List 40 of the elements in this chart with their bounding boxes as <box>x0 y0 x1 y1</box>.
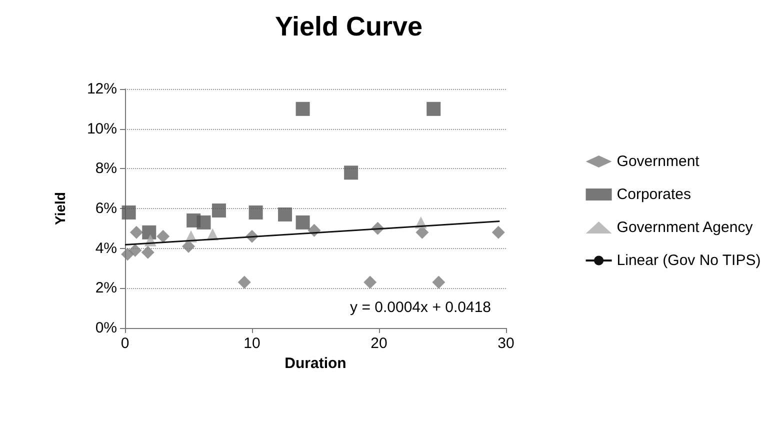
y-tick-label: 6% <box>95 200 117 217</box>
point <box>432 276 446 289</box>
point <box>121 248 134 261</box>
x-tick-label: 20 <box>370 335 388 352</box>
point <box>296 215 310 230</box>
y-tick-label: 2% <box>95 280 117 297</box>
x-tick-label: 0 <box>120 335 130 352</box>
point <box>296 102 310 116</box>
y-tick-label: 0% <box>95 320 117 336</box>
y-tick-label: 12% <box>86 80 117 98</box>
legend-label: Government <box>616 153 700 170</box>
y-tick-label: 4% <box>95 240 117 257</box>
point <box>248 205 263 220</box>
point <box>156 230 170 243</box>
point <box>142 225 156 240</box>
x-tick-label: 10 <box>244 335 260 352</box>
point <box>212 203 226 218</box>
x-tick-label: 30 <box>498 335 514 352</box>
legend-label: Linear (Gov No TIPS) <box>616 252 761 269</box>
annotation: y = 0.0004x + 0.0418 <box>350 299 492 316</box>
legend-label: Corporates <box>616 186 691 203</box>
x-axis-title: Duration <box>284 355 346 372</box>
point <box>141 246 154 259</box>
point <box>278 207 292 222</box>
point <box>364 276 377 289</box>
point <box>130 226 143 239</box>
point <box>238 276 251 289</box>
y-tick-label: 10% <box>86 120 117 138</box>
legend-label: Government Agency <box>616 219 754 236</box>
point <box>416 226 429 239</box>
point <box>182 240 195 253</box>
point <box>128 244 142 257</box>
point <box>196 215 211 230</box>
point <box>344 166 358 180</box>
y-axis-title: Yield <box>52 192 68 225</box>
point <box>122 205 136 220</box>
y-tick-label: 8% <box>95 160 117 178</box>
point <box>492 226 505 239</box>
point <box>426 102 441 116</box>
chart-title: Yield Curve <box>275 12 423 42</box>
